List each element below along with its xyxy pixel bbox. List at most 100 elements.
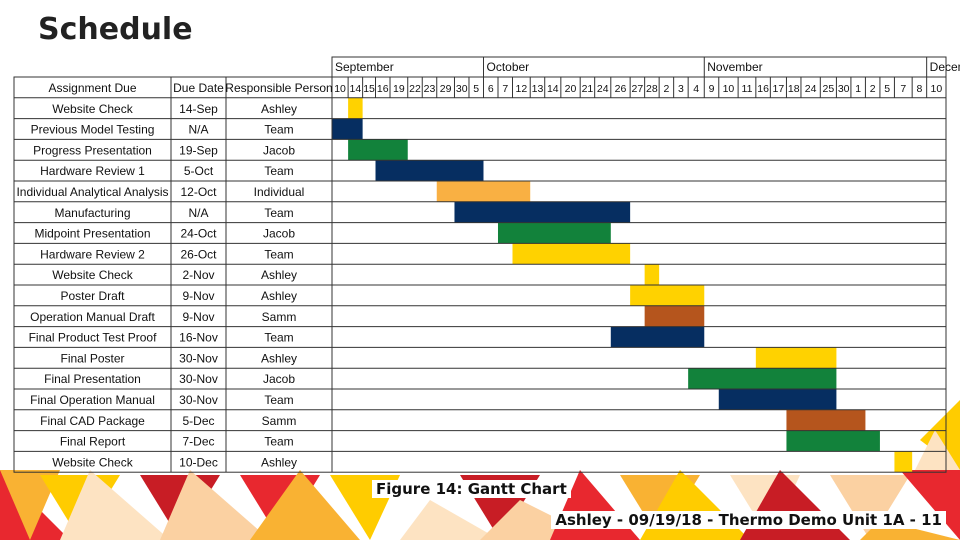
responsible-person: Team	[264, 331, 293, 345]
responsible-person: Ashley	[261, 102, 297, 116]
responsible-person: Ashley	[261, 268, 297, 282]
task-name: Manufacturing	[54, 206, 130, 220]
task-name: Hardware Review 1	[40, 164, 145, 178]
decoration-triangle	[830, 475, 910, 540]
figure-caption: Figure 14: Gantt Chart	[372, 480, 571, 498]
day-label: 14	[547, 83, 559, 95]
day-label: 14	[350, 83, 362, 95]
task-name: Individual Analytical Analysis	[16, 185, 168, 199]
month-label: December	[930, 60, 960, 74]
decoration-triangle	[250, 470, 360, 540]
gantt-bar	[375, 160, 484, 181]
due-date: 9-Nov	[182, 310, 214, 324]
due-date: 30-Nov	[179, 351, 218, 365]
responsible-person: Ashley	[261, 289, 297, 303]
responsible-person: Team	[264, 393, 293, 407]
decoration-triangle	[915, 430, 960, 470]
day-label: 10	[723, 83, 735, 95]
day-label: 30	[838, 83, 850, 95]
month-label: November	[707, 60, 762, 74]
day-label: 5	[473, 83, 479, 95]
day-label: 23	[424, 83, 436, 95]
column-header: Due Date	[173, 81, 224, 95]
responsible-person: Individual	[254, 185, 305, 199]
day-label: 24	[597, 83, 609, 95]
due-date: 10-Dec	[179, 455, 218, 469]
gantt-bar	[894, 451, 913, 473]
gantt-bar	[497, 222, 611, 244]
day-label: 5	[884, 83, 890, 95]
task-name: Final Product Test Proof	[29, 331, 158, 345]
task-name: Final Report	[60, 435, 126, 449]
task-name: Previous Model Testing	[31, 123, 155, 137]
slide-footer: Ashley - 09/19/18 - Thermo Demo Unit 1A …	[551, 511, 946, 529]
day-label: 16	[757, 83, 769, 95]
day-label: 26	[615, 83, 627, 95]
gantt-bar	[348, 97, 363, 119]
day-label: 20	[565, 83, 577, 95]
day-label: 21	[582, 83, 594, 95]
gantt-bar	[718, 389, 837, 410]
month-row-frame	[331, 56, 947, 78]
task-name: Final CAD Package	[40, 414, 145, 428]
day-label: 17	[773, 83, 785, 95]
day-label: 9	[709, 83, 715, 95]
due-date: 30-Nov	[179, 372, 218, 386]
day-label: 8	[916, 83, 922, 95]
gantt-bar	[630, 285, 705, 306]
day-label: 30	[456, 83, 468, 95]
day-label: 10	[930, 83, 942, 95]
month-label: September	[335, 60, 394, 74]
due-date: 9-Nov	[182, 289, 214, 303]
month-label: October	[486, 60, 529, 74]
decoration-triangle	[160, 470, 270, 540]
gantt-grid	[13, 56, 947, 473]
due-date: 19-Sep	[179, 143, 218, 157]
day-label: 27	[632, 83, 644, 95]
day-label: 22	[409, 83, 421, 95]
responsible-person: Ashley	[261, 351, 297, 365]
task-name: Midpoint Presentation	[34, 227, 150, 241]
gantt-bar	[348, 139, 408, 161]
gantt-bar	[436, 181, 531, 202]
responsible-person: Team	[264, 435, 293, 449]
due-date: 5-Dec	[182, 414, 214, 428]
responsible-person: Team	[264, 164, 293, 178]
day-label: 6	[488, 83, 494, 95]
task-name: Final Presentation	[44, 372, 141, 386]
task-name: Website Check	[52, 455, 133, 469]
day-label: 2	[870, 83, 876, 95]
day-label: 13	[532, 83, 544, 95]
responsible-person: Team	[264, 247, 293, 261]
day-label: 7	[502, 83, 508, 95]
responsible-person: Jacob	[263, 372, 295, 386]
responsible-person: Jacob	[263, 143, 295, 157]
due-date: N/A	[188, 206, 208, 220]
decoration-triangle	[60, 470, 170, 540]
due-date: 26-Oct	[180, 247, 217, 261]
gantt-bars	[332, 97, 913, 473]
due-date: 14-Sep	[179, 102, 218, 116]
due-date: N/A	[188, 123, 208, 137]
page-title: Schedule	[38, 12, 193, 47]
day-label: 29	[440, 83, 452, 95]
day-label: 2	[663, 83, 669, 95]
day-label: 28	[646, 83, 658, 95]
task-name: Progress Presentation	[33, 143, 152, 157]
responsible-person: Team	[264, 123, 293, 137]
day-label: 11	[742, 83, 753, 95]
gantt-text: September October November December Assignme…	[16, 60, 960, 469]
day-label: 1	[855, 83, 861, 95]
decoration-triangle	[920, 400, 960, 470]
decoration-triangle	[0, 470, 60, 540]
gantt-bar	[688, 368, 837, 389]
day-label: 18	[788, 83, 800, 95]
column-header: Responsible Person	[225, 81, 332, 95]
responsible-person: Jacob	[263, 227, 295, 241]
task-name: Final Operation Manual	[30, 393, 155, 407]
gantt-bar	[512, 243, 631, 265]
day-label: 15	[363, 83, 375, 95]
gantt-bar	[644, 264, 660, 285]
task-name: Poster Draft	[60, 289, 125, 303]
